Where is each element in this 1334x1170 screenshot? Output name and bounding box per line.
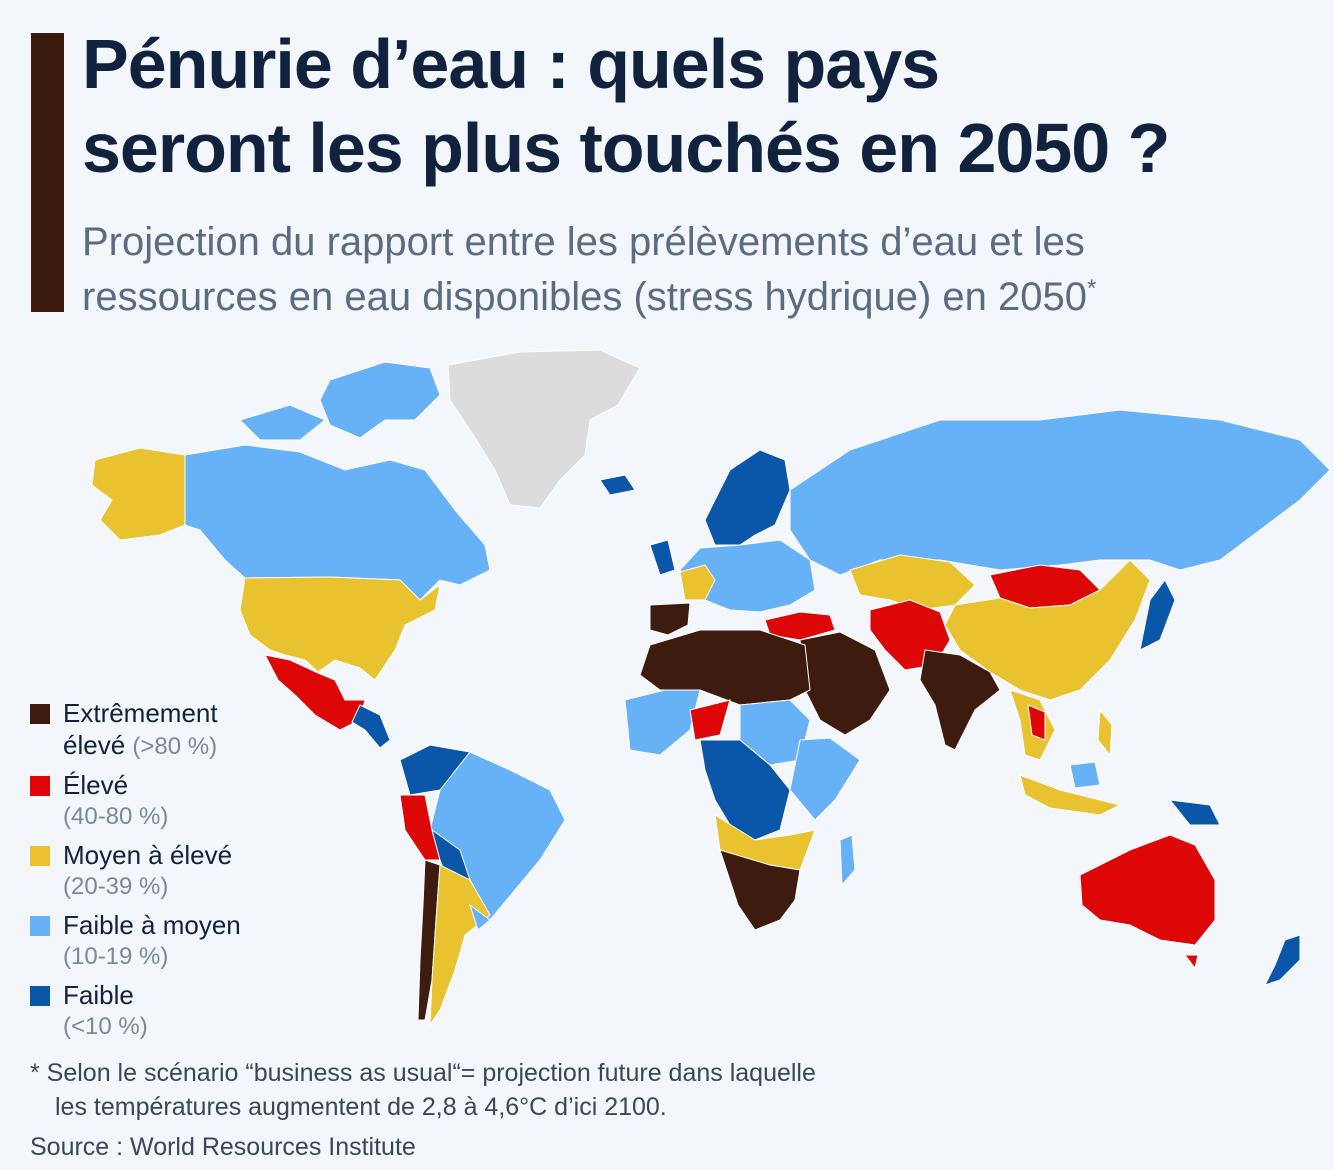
region-canada-arctic-2	[239, 404, 326, 441]
title-accent-bar	[31, 33, 64, 312]
region-russia	[789, 409, 1331, 576]
legend-swatch-medium-high	[30, 846, 50, 866]
legend-range: (<10 %)	[63, 1013, 148, 1040]
world-water-stress-map	[91, 349, 1331, 1027]
region-west-africa	[624, 689, 701, 756]
region-central-africa	[699, 739, 791, 841]
page-title: Pénurie d’eau : quels pays seront les pl…	[82, 22, 1322, 190]
footnote-line-1: * Selon le scénario “business as usual“=…	[30, 1059, 816, 1087]
legend-range: (>80 %)	[132, 733, 218, 760]
region-china	[944, 559, 1151, 701]
footnote-line-2: les températures augmentent de 2,8 à 4,6…	[55, 1093, 667, 1121]
region-france	[679, 564, 716, 601]
legend-swatch-high	[30, 776, 50, 796]
region-iceland	[599, 474, 636, 496]
legend-label-line2: élevé (>80 %)	[63, 729, 290, 763]
region-scandinavia	[704, 449, 791, 546]
region-australia	[1079, 834, 1216, 946]
region-uruguay	[469, 903, 491, 931]
region-japan	[1139, 579, 1176, 651]
source-credit: Source : World Resources Institute	[30, 1133, 416, 1161]
region-east-africa	[789, 737, 861, 821]
legend-swatch-low	[30, 986, 50, 1006]
legend-range: (40-80 %)	[63, 803, 169, 830]
region-borneo	[1069, 761, 1101, 789]
region-niger	[689, 699, 731, 741]
legend-swatch-low-medium	[30, 916, 50, 936]
legend-label: Extrêmement	[63, 698, 218, 728]
region-alaska	[91, 447, 186, 541]
region-central-america	[351, 704, 391, 749]
region-tasmania	[1183, 954, 1199, 970]
legend-item-low-medium: Faible à moyen (10-19 %)	[30, 909, 290, 973]
region-india	[919, 649, 1001, 751]
map-legend: Extrêmement élevé (>80 %) Élevé (40-80 %…	[30, 697, 290, 1049]
legend-label: Faible	[63, 980, 134, 1010]
region-argentina	[429, 864, 491, 1027]
region-indonesia	[1019, 774, 1122, 816]
region-uk	[649, 539, 676, 576]
region-usa	[239, 576, 441, 681]
legend-item-low: Faible (<10 %)	[30, 979, 290, 1043]
region-papua	[1168, 799, 1221, 826]
legend-label: Élevé	[63, 770, 129, 800]
legend-range: (20-39 %)	[63, 873, 169, 900]
legend-swatch-extremely-high	[30, 704, 50, 724]
footnote: * Selon le scénario “business as usual“=…	[30, 1056, 1010, 1124]
legend-label: Moyen à élevé	[63, 840, 233, 870]
region-canada-arctic	[319, 361, 441, 439]
legend-item-high: Élevé (40-80 %)	[30, 769, 290, 833]
title-line-1: Pénurie d’eau : quels pays	[82, 25, 940, 103]
legend-item-medium-high: Moyen à élevé (20-39 %)	[30, 839, 290, 903]
region-south-africa	[719, 849, 801, 931]
region-greenland	[447, 349, 641, 509]
region-philippines	[1097, 708, 1113, 757]
legend-label: Faible à moyen	[63, 910, 241, 940]
region-madagascar	[839, 834, 856, 887]
subtitle-footnote-marker: *	[1087, 275, 1097, 302]
legend-item-extremely-high: Extrêmement élevé (>80 %)	[30, 697, 290, 763]
legend-label-cont: élevé	[63, 730, 126, 760]
page-subtitle: Projection du rapport entre les prélèvem…	[82, 215, 1322, 325]
region-canada	[184, 444, 491, 601]
region-iberia	[649, 602, 691, 636]
region-new-zealand	[1264, 934, 1301, 986]
subtitle-line-1: Projection du rapport entre les prélèvem…	[82, 220, 1085, 264]
legend-range: (10-19 %)	[63, 943, 169, 970]
title-line-2: seront les plus touchés en 2050 ?	[82, 109, 1170, 187]
region-thailand	[1027, 704, 1046, 741]
subtitle-line-2: ressources en eau disponibles (stress hy…	[82, 275, 1088, 319]
region-arabia	[799, 631, 891, 736]
